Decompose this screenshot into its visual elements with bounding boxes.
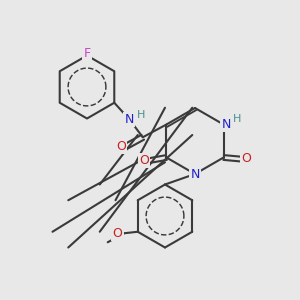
Text: F: F bbox=[83, 47, 91, 61]
Text: O: O bbox=[116, 140, 126, 153]
Text: O: O bbox=[241, 152, 251, 166]
Text: N: N bbox=[190, 167, 200, 181]
Text: H: H bbox=[233, 113, 241, 124]
Text: N: N bbox=[221, 118, 231, 131]
Text: N: N bbox=[124, 113, 134, 126]
Text: O: O bbox=[113, 227, 123, 240]
Text: O: O bbox=[139, 154, 149, 167]
Text: H: H bbox=[136, 110, 145, 120]
